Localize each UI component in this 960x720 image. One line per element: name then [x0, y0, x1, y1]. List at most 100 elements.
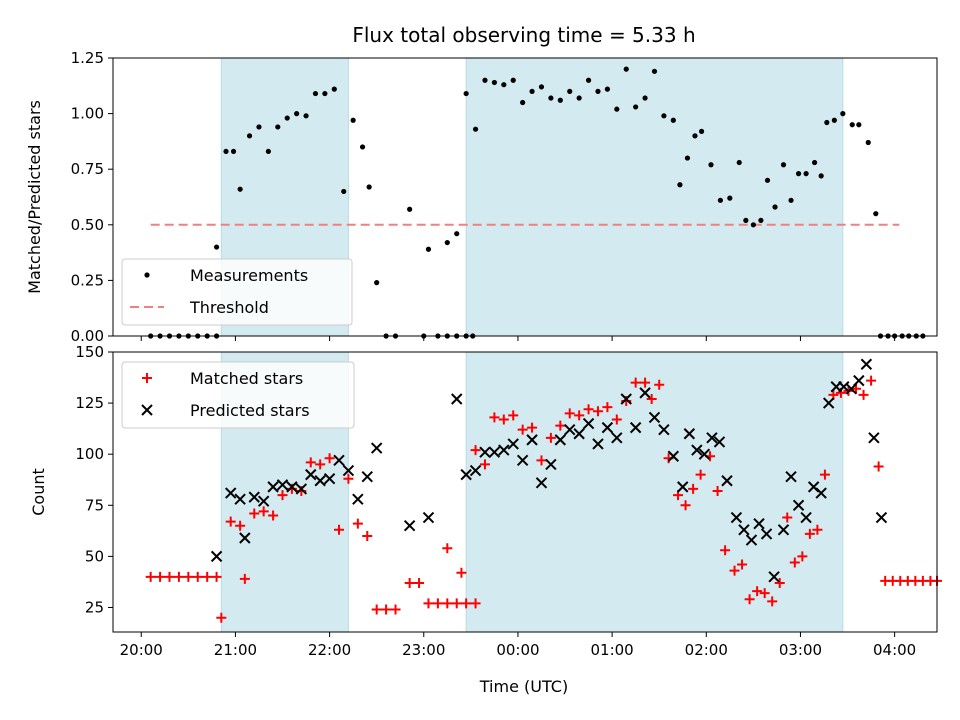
top-series-0-point-63 [684, 155, 691, 161]
bottom-series-1-point-41 [648, 411, 661, 424]
x-tick-label-2: 22:00 [308, 641, 351, 659]
bottom-series-0-point-41 [498, 414, 509, 425]
bottom-series-1-point-57 [777, 524, 790, 536]
top-series-0-point-21 [331, 86, 337, 92]
top-series-0-point-87 [873, 211, 879, 217]
bottom-series-0-point-23 [352, 518, 363, 529]
top-series-0-point-14 [265, 148, 271, 155]
top-series-0-point-85 [856, 122, 862, 128]
bottom-series-0-point-73 [774, 577, 785, 588]
bottom-series-0-point-77 [804, 528, 815, 539]
bottom-series-1-point-38 [620, 393, 632, 405]
ratio-panel: 0.00 0.25 0.50 0.75 1.00 1.25 Measurements Thre… [71, 49, 938, 345]
top-series-0-point-12 [246, 133, 253, 139]
bottom-series-0-point-39 [479, 459, 490, 470]
bottom-series-1-point-43 [667, 450, 680, 462]
bottom-series-0-point-65 [712, 485, 723, 496]
top-series-0-point-80 [818, 173, 824, 179]
bottom-series-0-point-7 [211, 571, 222, 582]
bottom-legend-marker-1 [141, 404, 153, 416]
top-legend-entry-0: Measurements [190, 266, 308, 285]
top-series-0-point-55 [614, 106, 620, 112]
bottom-series-0-point-63 [695, 469, 706, 480]
bottom-series-0-point-14 [268, 510, 279, 521]
bottom-series-0-point-36 [442, 543, 453, 554]
bottom-series-0-point-66 [720, 545, 731, 556]
top-series-0-point-79 [811, 159, 818, 166]
bottom-legend-entry-0: Matched stars [190, 369, 303, 388]
bottom-series-0-point-85 [866, 375, 877, 386]
bottom-series-1-point-26 [507, 438, 519, 450]
bottom-series-1-point-37 [611, 432, 623, 444]
top-legend-entry-1: Threshold [189, 298, 269, 317]
bottom-series-1-point-39 [629, 421, 642, 434]
top-legend: Measurements Threshold [121, 258, 353, 326]
top-series-0-point-82 [831, 117, 837, 123]
bottom-series-0-point-13 [258, 506, 269, 517]
bottom-series-0-point-6 [202, 571, 213, 582]
top-series-0-point-44 [510, 77, 516, 83]
bottom-series-1-point-52 [738, 524, 750, 536]
bottom-y-tick-label-1: 50 [85, 547, 104, 565]
bottom-series-1-point-29 [535, 477, 548, 489]
bottom-series-0-point-84 [858, 389, 869, 400]
top-frame [112, 57, 938, 337]
bottom-series-0-point-71 [759, 588, 770, 599]
bottom-series-0-point-20 [324, 453, 335, 464]
bottom-series-1-point-59 [792, 499, 805, 511]
top-series-0-point-75 [780, 162, 787, 168]
bottom-series-0-point-19 [315, 459, 326, 470]
bottom-legend-box [121, 361, 355, 429]
bottom-series-1-point-2 [234, 493, 246, 505]
bottom-series-1-point-27 [516, 454, 529, 467]
top-series-0-point-62 [677, 182, 683, 188]
bottom-series-0-point-79 [819, 469, 830, 480]
top-y-axis-label: Matched/Predicted stars [25, 100, 44, 294]
bottom-series-1-point-60 [800, 511, 812, 524]
bottom-series-1-point-20 [451, 393, 463, 405]
bottom-series-1-point-6 [267, 481, 279, 493]
bottom-series-0-point-25 [371, 604, 382, 615]
bottom-series-1-point-42 [658, 423, 670, 436]
bottom-series-1-point-16 [361, 470, 373, 483]
x-tick-label-5: 01:00 [590, 641, 633, 659]
bottom-series-0-point-9 [225, 516, 236, 527]
bottom-series-0-point-31 [432, 598, 443, 609]
bottom-frame [112, 351, 938, 633]
top-series-0-point-43 [501, 82, 507, 88]
bottom-series-1-point-11 [314, 475, 326, 487]
bottom-series-0-point-67 [729, 565, 740, 576]
top-series-0-point-48 [548, 95, 554, 101]
bottom-series-1-point-68 [860, 358, 873, 370]
bottom-series-0-point-8 [216, 612, 227, 623]
top-series-0-point-42 [491, 79, 497, 86]
bottom-series-1-point-67 [853, 374, 865, 387]
top-series-0-point-65 [698, 128, 705, 134]
bottom-series-1-point-12 [323, 473, 336, 485]
bottom-series-0-point-22 [343, 473, 354, 484]
bottom-series-1-point-28 [526, 434, 538, 446]
top-series-0-point-81 [824, 119, 830, 126]
top-legend-box [121, 258, 353, 326]
top-series-0-point-16 [284, 115, 290, 121]
bottom-series-0-point-43 [517, 424, 528, 435]
bottom-series-0-point-42 [508, 410, 519, 421]
bottom-series-0-point-62 [688, 483, 699, 494]
bottom-series-1-point-14 [342, 464, 355, 477]
top-series-0-point-47 [538, 84, 545, 90]
top-series-0-point-20 [322, 90, 328, 97]
bottom-series-0-point-76 [797, 551, 808, 562]
bottom-series-1-point-15 [352, 493, 364, 505]
bottom-series-0-point-69 [744, 594, 755, 605]
bottom-series-0-point-26 [381, 604, 392, 615]
bottom-series-0-point-78 [812, 524, 823, 535]
bottom-series-1-point-45 [683, 428, 696, 440]
top-series-0 [148, 66, 926, 339]
top-series-0-point-64 [692, 133, 698, 139]
top-series-0-point-18 [303, 113, 309, 119]
top-series-0-point-84 [849, 122, 855, 128]
bottom-series-1-point-0 [210, 550, 223, 563]
bottom-series-0 [145, 375, 942, 623]
bottom-series-0-point-61 [680, 500, 691, 511]
